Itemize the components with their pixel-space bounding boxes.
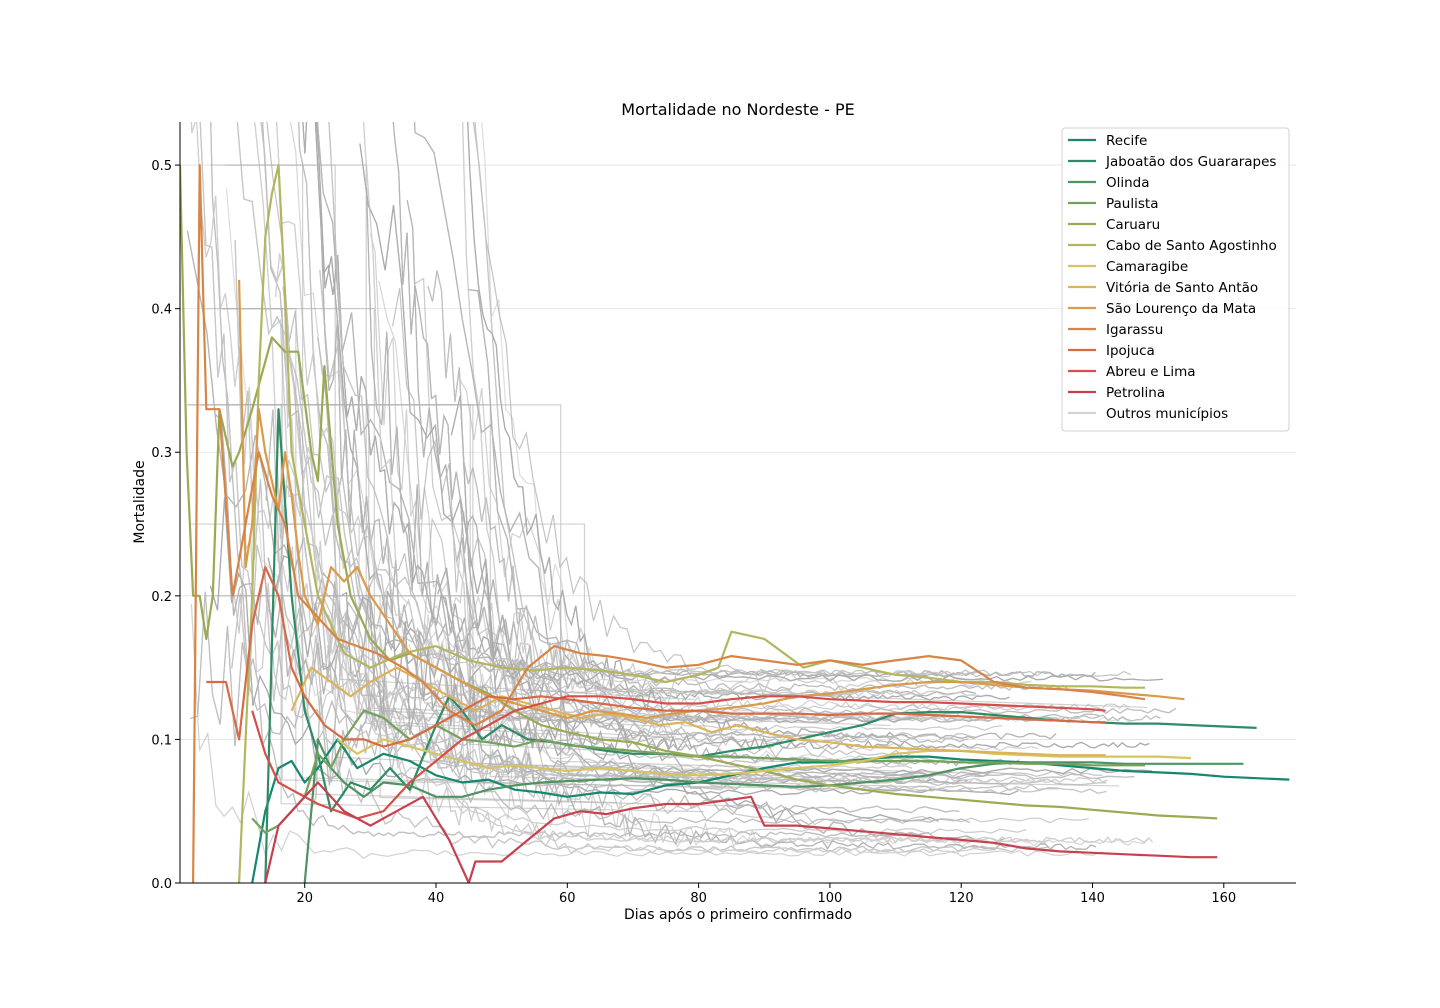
other-municipality-line [406, 200, 1057, 740]
other-municipality-line [254, 122, 1027, 835]
x-tick-label: 60 [559, 891, 576, 906]
series-line-11 [251, 695, 1106, 820]
legend-label: Igarassu [1106, 322, 1163, 338]
other-municipality-line [310, 690, 969, 810]
legend-label: Outros municípios [1106, 406, 1228, 422]
other-municipality-line [319, 269, 1020, 766]
legend-label: Olinda [1106, 175, 1150, 191]
series-line-6 [336, 738, 1192, 777]
chart-title: Mortalidade no Nordeste - PE [621, 100, 854, 119]
series-line-5 [238, 164, 1145, 883]
legend-label: Caruaru [1106, 217, 1160, 233]
other-municipality-line [236, 122, 1107, 795]
legend-label: Abreu e Lima [1106, 364, 1196, 380]
other-municipality-line [199, 122, 1055, 853]
x-tick-label: 40 [428, 891, 445, 906]
legend-label: Recife [1106, 133, 1147, 149]
series-line-10 [206, 566, 1106, 748]
other-municipalities-lines [186, 122, 1177, 860]
x-tick-label: 80 [690, 891, 707, 906]
other-municipality-line [276, 122, 980, 697]
other-municipality-line [245, 404, 919, 777]
other-municipality-line [222, 308, 675, 739]
other-municipality-line [370, 233, 1129, 711]
other-municipality-line [236, 122, 1107, 795]
legend: Recife Jaboatão dos Guararapes Olinda Pauli… [1061, 127, 1290, 432]
series-line-3 [251, 709, 1145, 834]
legend-label: Paulista [1106, 196, 1158, 212]
other-municipality-line [265, 409, 960, 816]
x-tick-label: 120 [949, 891, 974, 906]
other-municipality-line [481, 122, 929, 763]
other-municipality-line [427, 270, 1068, 692]
other-municipality-line [274, 253, 1154, 844]
other-municipality-line [328, 122, 991, 676]
other-municipality-line [458, 377, 1039, 752]
other-municipality-line [468, 289, 977, 697]
legend-label: Cabo de Santo Agostinho [1106, 238, 1277, 254]
series-line-2 [303, 738, 1244, 883]
y-tick-label: 0.3 [151, 446, 172, 461]
x-axis-ticks: 20 40 60 80 100 120 140 160 [296, 883, 1236, 906]
series-line-9 [192, 164, 1146, 883]
x-tick-label: 20 [296, 891, 313, 906]
y-tick-label: 0.0 [151, 877, 172, 892]
other-municipality-line [450, 520, 993, 854]
series-line-7 [290, 666, 1106, 757]
other-municipality-line [406, 200, 1057, 740]
other-municipality-line [276, 122, 980, 697]
other-municipality-line [414, 277, 1003, 731]
x-axis-label: Dias após o primeiro confirmado [624, 907, 852, 923]
other-municipality-line [406, 200, 1057, 740]
x-tick-label: 100 [817, 891, 842, 906]
x-tick-label: 140 [1080, 891, 1105, 906]
series-line-4 [180, 165, 1218, 820]
series-line-8 [238, 279, 1185, 719]
other-municipality-line [341, 584, 1150, 755]
series-line-12 [264, 781, 1218, 883]
legend-label: São Lourenço da Mata [1106, 301, 1256, 317]
other-municipality-line [210, 164, 739, 789]
y-tick-label: 0.5 [151, 159, 172, 174]
x-tick-label: 160 [1211, 891, 1236, 906]
other-municipality-line [273, 523, 1148, 709]
other-municipality-line [317, 336, 970, 826]
other-municipality-line [468, 289, 977, 697]
other-municipality-line [276, 122, 980, 697]
other-municipality-line [427, 270, 1068, 692]
legend-label: Ipojuca [1106, 343, 1155, 359]
other-municipality-line [468, 289, 977, 697]
legend-label: Vitória de Santo Antão [1106, 280, 1258, 296]
y-tick-label: 0.1 [151, 733, 172, 748]
other-municipality-line [315, 122, 914, 725]
named-series-lines [180, 164, 1290, 883]
legend-label: Jaboatão dos Guararapes [1105, 154, 1276, 170]
y-tick-label: 0.4 [151, 303, 172, 318]
other-municipality-line [236, 122, 1107, 795]
legend-label: Camaragibe [1106, 259, 1188, 275]
other-municipality-line [421, 518, 1089, 826]
other-municipality-line [298, 122, 1177, 715]
y-tick-label: 0.2 [151, 590, 172, 605]
axes [179, 122, 1296, 884]
y-axis-ticks: 0.0 0.1 0.2 0.3 0.4 0.5 [151, 159, 180, 892]
legend-box [1061, 127, 1290, 432]
other-municipality-line [427, 270, 1068, 692]
legend-label: Petrolina [1106, 385, 1165, 401]
y-axis-label: Mortalidade [132, 460, 148, 543]
